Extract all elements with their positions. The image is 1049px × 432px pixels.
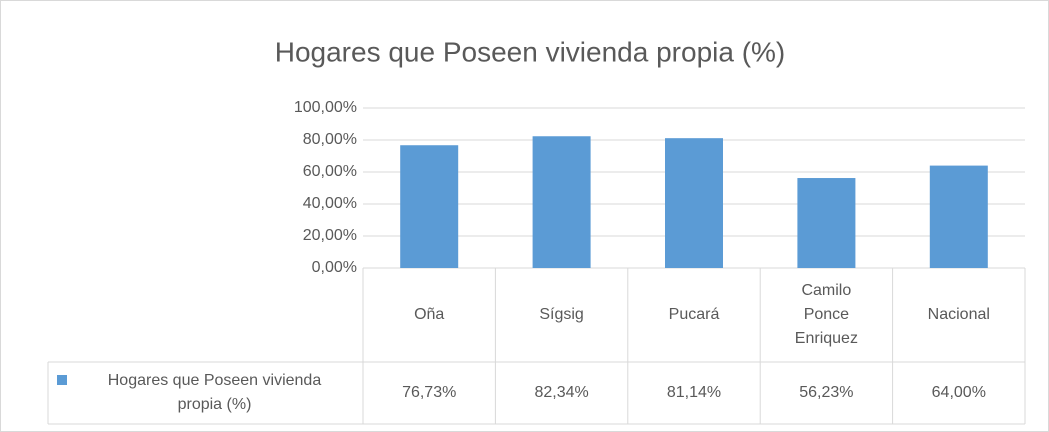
category-cell: Camilo Ponce Enriquez — [760, 268, 892, 362]
bar — [929, 165, 988, 268]
y-tick-label: 80,00% — [303, 131, 357, 148]
value-cell: 76,73% — [363, 362, 495, 424]
value-cell: 81,14% — [628, 362, 760, 424]
category-cell: Sígsig — [495, 268, 627, 362]
value-cell-text: 82,34% — [534, 384, 589, 401]
value-cell-text: 76,73% — [402, 384, 457, 401]
category-cell-text: Sígsig — [539, 306, 584, 323]
bar — [797, 178, 856, 268]
y-tick-label: 20,00% — [303, 227, 357, 244]
legend-key — [57, 375, 67, 385]
category-cell: Pucará — [628, 268, 760, 362]
bar — [400, 145, 459, 268]
chart-title: Hogares que Poseen vivienda propia (%) — [275, 36, 786, 67]
y-tick-label: 60,00% — [303, 163, 357, 180]
category-cell: Nacional — [893, 268, 1025, 362]
bar — [532, 136, 591, 268]
legend-entry-text: Hogares que Poseen vivienda propia (%) — [107, 372, 322, 413]
category-cell-text: Nacional — [927, 306, 990, 323]
value-cell-text: 64,00% — [931, 384, 986, 401]
value-cell-text: 56,23% — [799, 384, 854, 401]
legend-entry: Hogares que Poseen vivienda propia (%) — [70, 362, 359, 424]
category-cell-text: Oña — [414, 306, 445, 323]
y-tick-label: 100,00% — [294, 99, 357, 116]
value-cell-text: 81,14% — [666, 384, 722, 401]
category-cell-text: Pucará — [668, 306, 720, 323]
category-cell-text: Camilo Ponce Enriquez — [794, 282, 858, 347]
value-cell: 82,34% — [495, 362, 627, 424]
value-cell: 64,00% — [893, 362, 1025, 424]
value-cell: 56,23% — [760, 362, 892, 424]
category-cell: Oña — [363, 268, 495, 362]
bar — [665, 138, 723, 268]
y-tick-label: 40,00% — [303, 195, 357, 212]
y-tick-label: 0,00% — [312, 259, 357, 276]
